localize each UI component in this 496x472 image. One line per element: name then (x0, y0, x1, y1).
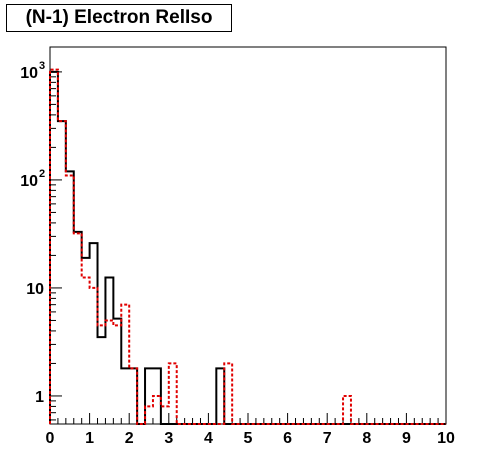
histogram-series-2 (49, 68, 446, 425)
chart-title: (N-1) Electron RelIso (25, 7, 213, 28)
x-tick-label: 3 (164, 430, 173, 447)
x-tick-label: 1 (85, 430, 94, 447)
x-tick-label: 5 (244, 430, 253, 447)
y-tick-label: 10 (26, 281, 44, 298)
y-axis-ticks (50, 71, 62, 421)
x-tick-label: 0 (46, 430, 55, 447)
x-axis-ticks (49, 413, 447, 424)
x-tick-label: 2 (125, 430, 134, 447)
x-tick-label: 7 (323, 430, 332, 447)
chart-title-box: (N-1) Electron RelIso (6, 4, 232, 32)
histogram-series-1 (49, 70, 446, 425)
series-layer (49, 68, 446, 425)
x-tick-label: 6 (283, 430, 292, 447)
x-tick-label: 10 (437, 430, 455, 447)
y-tick-label: 10 (20, 65, 38, 82)
x-tick-label: 4 (204, 430, 213, 447)
plot-frame (49, 46, 447, 425)
y-tick-label: 1 (35, 389, 44, 406)
x-tick-label: 9 (402, 430, 411, 447)
x-tick-label: 8 (362, 430, 371, 447)
y-tick-label: 10 (20, 173, 38, 190)
y-tick-exponent: 2 (39, 168, 45, 180)
y-tick-exponent: 3 (39, 60, 45, 72)
x-axis-tick-labels: 0 1 2 3 4 5 6 7 8 9 10 (46, 430, 455, 447)
